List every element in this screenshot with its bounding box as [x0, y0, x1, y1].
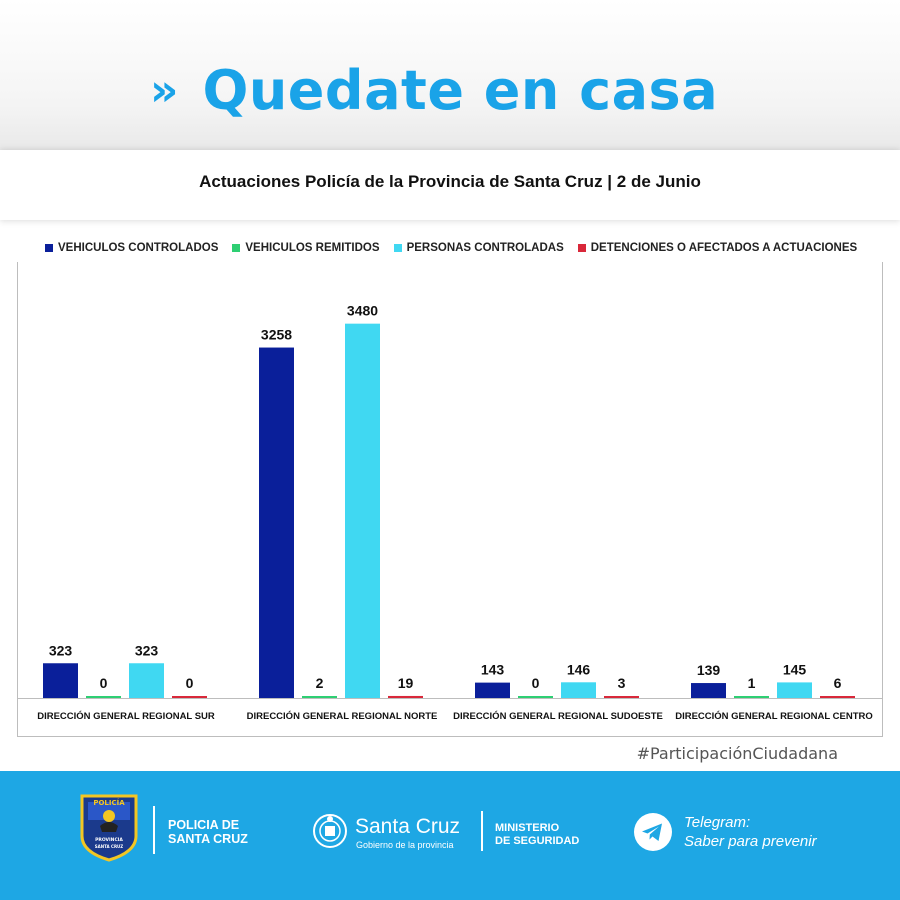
bar [561, 682, 596, 698]
chart-frame [17, 262, 883, 737]
data-label: 0 [532, 675, 540, 691]
data-label: 3258 [261, 327, 292, 343]
data-label: 2 [316, 675, 324, 691]
chart-legend: VEHICULOS CONTROLADOS VEHICULOS REMITIDO… [45, 242, 857, 254]
data-label: 143 [481, 662, 505, 678]
data-label: 145 [783, 661, 807, 677]
telegram-text: Telegram: Saber para prevenir [684, 813, 817, 851]
police-shield-icon: POLICÍA PROVINCIA SANTA CRUZ [80, 794, 138, 862]
data-label: 6 [834, 675, 842, 691]
telegram-line1: Telegram: [684, 814, 751, 831]
legend-label: DETENCIONES O AFECTADOS A ACTUACIONES [590, 242, 858, 254]
data-label: 1 [748, 675, 756, 691]
bar [604, 696, 639, 698]
category-label: DIRECCIÓN GENERAL REGIONAL NORTE [247, 710, 438, 722]
data-label: 323 [135, 642, 159, 658]
footer [0, 771, 900, 900]
police-name: POLICIA DE SANTA CRUZ [168, 818, 248, 846]
bar [302, 696, 337, 698]
divider [153, 806, 155, 854]
santa-cruz-coat-of-arms-icon [313, 814, 347, 848]
shield-text-mid: PROVINCIA [95, 837, 123, 843]
legend-swatch [45, 244, 53, 252]
bar [518, 696, 553, 698]
category-label: DIRECCIÓN GENERAL REGIONAL SUR [37, 710, 215, 722]
headline-title: Quedate en casa [202, 58, 719, 122]
bar [86, 696, 121, 698]
ministry-name: MINISTERIO DE SEGURIDAD [495, 822, 579, 848]
bar [734, 696, 769, 698]
bar [129, 663, 164, 698]
shield-text-bot: SANTA CRUZ [95, 844, 123, 849]
legend-item-personas-controladas: PERSONAS CONTROLADAS [393, 242, 564, 254]
headline: » Quedate en casa [150, 55, 718, 125]
telegram-line2: Saber para prevenir [684, 833, 817, 850]
shield-text-top: POLICÍA [93, 798, 125, 807]
header-background [0, 0, 900, 150]
category-label: DIRECCIÓN GENERAL REGIONAL CENTRO [675, 710, 873, 722]
police-name-line1: POLICIA DE [168, 818, 240, 832]
bar [388, 695, 423, 698]
data-label: 146 [567, 661, 591, 677]
legend-label: VEHICULOS CONTROLADOS [58, 242, 219, 254]
hashtag: #ParticipaciónCiudadana [636, 744, 838, 763]
legend-label: VEHICULOS REMITIDOS [245, 242, 380, 254]
ministry-line2: DE SEGURIDAD [495, 835, 580, 847]
category-label: DIRECCIÓN GENERAL REGIONAL SUDOESTE [453, 710, 663, 722]
data-label: 0 [186, 675, 194, 691]
legend-item-vehiculos-remitidos: VEHICULOS REMITIDOS [232, 242, 380, 254]
telegram-icon [634, 813, 672, 851]
data-label: 0 [100, 675, 108, 691]
bar [43, 663, 78, 698]
legend-item-detenciones: DETENCIONES O AFECTADOS A ACTUACIONES [577, 242, 858, 254]
santa-cruz-title: Santa Cruz [355, 815, 461, 838]
legend-item-vehiculos-controlados: VEHICULOS CONTROLADOS [45, 242, 218, 254]
bar [820, 696, 855, 698]
data-label: 323 [49, 642, 73, 658]
bar [777, 682, 812, 698]
bar [259, 347, 294, 698]
data-label: 3 [618, 675, 626, 691]
bar [172, 696, 207, 698]
police-name-line2: SANTA CRUZ [168, 832, 248, 846]
data-label: 19 [398, 675, 414, 691]
data-label: 3480 [347, 303, 378, 319]
chart-subtitle: Actuaciones Policía de la Provincia de S… [199, 172, 701, 191]
divider [481, 811, 483, 851]
legend-swatch [577, 244, 586, 252]
data-label: 139 [697, 662, 721, 678]
legend-label: PERSONAS CONTROLADAS [406, 242, 564, 254]
bar [475, 682, 510, 698]
bar [345, 323, 380, 698]
subtitle-band [0, 150, 900, 220]
legend-swatch [393, 244, 402, 252]
bar [691, 683, 726, 698]
legend-swatch [232, 244, 241, 252]
ministry-line1: MINISTERIO [495, 822, 560, 834]
santa-cruz-subtitle: Gobierno de la provincia [356, 840, 454, 850]
